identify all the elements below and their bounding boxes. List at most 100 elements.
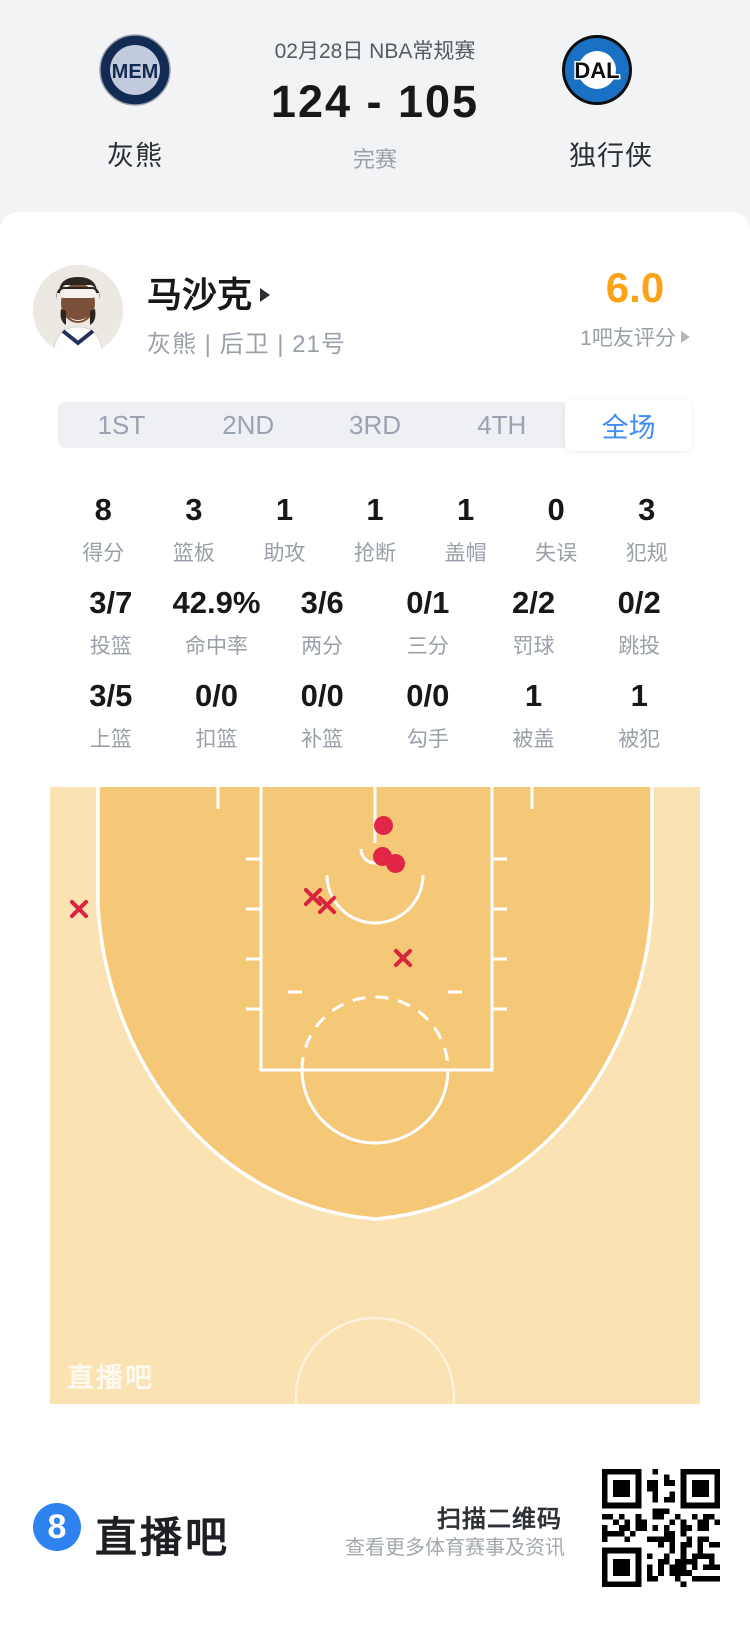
tab-full-game[interactable]: 全场	[565, 399, 692, 451]
stat-value: 0/0	[406, 678, 450, 713]
made-shot-marker	[386, 854, 405, 873]
stat-points: 8 得分	[58, 492, 149, 567]
player-rating[interactable]: 6.0 1吧友评分	[555, 264, 715, 352]
game-status: 完赛	[352, 147, 397, 172]
stat-label: 失误	[535, 542, 578, 565]
stat-label: 两分	[301, 635, 344, 658]
stat-fouled: 1 被犯	[586, 678, 692, 753]
stat-row-basic: 8 得分 3 篮板 1 助攻 1 抢断 1 盖帽 0 失误 3 犯规	[58, 492, 692, 567]
stat-ft: 2/2 罚球	[481, 585, 587, 660]
away-team-name: 独行侠	[569, 141, 653, 171]
stat-label: 补篮	[301, 728, 344, 751]
stat-value: 3/7	[89, 585, 133, 620]
stat-label: 得分	[82, 542, 125, 565]
stat-value: 1	[630, 678, 648, 713]
stat-hook: 0/0 勾手	[375, 678, 481, 753]
home-team-name: 灰熊	[107, 141, 163, 171]
player-name-text: 马沙克	[147, 276, 253, 315]
stat-fg: 3/7 投篮	[58, 585, 164, 660]
stat-value: 1	[275, 492, 294, 527]
quarter-tabs: 1ST 2ND 3RD 4TH 全场	[58, 399, 692, 451]
svg-text:DAL: DAL	[574, 58, 619, 83]
stat-label: 上篮	[89, 728, 132, 751]
stat-fg-pct: 42.9% 命中率	[164, 585, 270, 660]
missed-shot-marker	[68, 899, 88, 919]
tab-2nd[interactable]: 2ND	[222, 409, 275, 440]
stat-value: 3/6	[300, 585, 344, 620]
stat-tipin: 0/0 补篮	[269, 678, 375, 753]
svg-text:MEM: MEM	[112, 61, 159, 83]
stat-jumpshot: 0/2 跳投	[586, 585, 692, 660]
stat-row-shot-types: 3/5 上篮 0/0 扣篮 0/0 补篮 0/0 勾手 1 被盖 1 被犯	[58, 678, 692, 753]
tab-4th[interactable]: 4TH	[477, 409, 527, 440]
stat-label: 扣篮	[195, 728, 238, 751]
brand-name: 直播吧	[95, 1514, 231, 1561]
stat-value: 3	[185, 492, 203, 527]
stat-assists: 1 助攻	[239, 492, 330, 567]
game-date: 02月28日 NBA常规赛	[274, 40, 476, 63]
player-name-arrow-icon	[260, 287, 271, 302]
rating-label: 1吧友评分	[555, 322, 715, 352]
made-shot-marker	[374, 816, 393, 835]
stat-rebounds: 3 篮板	[149, 492, 240, 567]
stat-value: 2/2	[511, 585, 556, 620]
away-team-logo-icon: DAL	[561, 34, 633, 106]
qr-code	[602, 1469, 720, 1587]
game-score: 124 - 105	[270, 76, 480, 127]
rating-arrow-icon	[680, 331, 690, 343]
court-watermark: 直播吧	[67, 1363, 154, 1393]
stat-value: 0/1	[406, 585, 450, 620]
stat-steals: 1 抢断	[330, 492, 421, 567]
stat-value: 3	[638, 492, 656, 527]
stat-label: 被盖	[512, 728, 555, 751]
stat-value: 3/5	[89, 678, 133, 713]
stat-2pt: 3/6 两分	[269, 585, 375, 660]
stat-blocked: 1 被盖	[481, 678, 587, 753]
stat-value: 1	[524, 678, 543, 713]
stat-label: 三分	[406, 635, 449, 658]
missed-shot-marker	[316, 895, 336, 915]
stat-value: 8	[94, 492, 112, 527]
game-header: MEM 灰熊 02月28日 NBA常规赛 124 - 105 完赛 DAL 独行…	[0, 0, 750, 232]
qr-code-svg	[602, 1469, 720, 1587]
stat-blocks: 1 盖帽	[420, 492, 511, 567]
player-name[interactable]: 马沙克	[147, 267, 271, 318]
stat-fouls: 3 犯规	[601, 492, 692, 567]
stat-label: 被犯	[618, 728, 661, 751]
stat-label: 篮板	[172, 542, 215, 565]
stat-label: 助攻	[263, 542, 306, 565]
qr-title: 扫描二维码	[437, 1506, 562, 1533]
stat-value: 42.9%	[172, 585, 261, 620]
stat-dunk: 0/0 扣篮	[164, 678, 270, 753]
player-avatar[interactable]	[33, 265, 123, 355]
rating-label-text: 1吧友评分	[580, 327, 676, 350]
tab-1st[interactable]: 1ST	[97, 409, 146, 440]
stat-value: 0/0	[300, 678, 344, 713]
stat-3pt: 0/1 三分	[375, 585, 481, 660]
shot-marker-layer	[50, 787, 700, 1404]
court-svg	[50, 787, 700, 1404]
stat-label: 犯规	[625, 542, 668, 565]
stat-label: 盖帽	[444, 542, 487, 565]
stat-value: 0/0	[194, 678, 239, 713]
stat-value: 0/2	[617, 585, 661, 620]
stat-value: 1	[456, 492, 475, 527]
tab-3rd[interactable]: 3RD	[348, 409, 401, 440]
rating-value: 6.0	[605, 264, 665, 311]
stat-row-shooting: 3/7 投篮 42.9% 命中率 3/6 两分 0/1 三分 2/2 罚球 0/2 跳投	[58, 585, 692, 660]
player-meta: 灰熊 | 后卫 | 21号	[147, 331, 346, 358]
shot-chart-court: 直播吧	[50, 787, 700, 1404]
stat-turnovers: 0 失误	[511, 492, 602, 567]
stat-layup: 3/5 上篮	[58, 678, 164, 753]
qr-subtitle: 查看更多体育赛事及资讯	[345, 1537, 565, 1559]
stat-value: 0	[547, 492, 565, 527]
stat-label: 投篮	[89, 635, 132, 658]
stat-label: 勾手	[406, 728, 449, 751]
stat-label: 跳投	[618, 635, 661, 658]
stat-value: 1	[366, 492, 384, 527]
stat-label: 罚球	[512, 635, 555, 658]
stat-label: 命中率	[185, 635, 248, 658]
brand-logo-icon: 8	[33, 1503, 81, 1551]
home-team-logo-icon: MEM	[99, 34, 171, 106]
